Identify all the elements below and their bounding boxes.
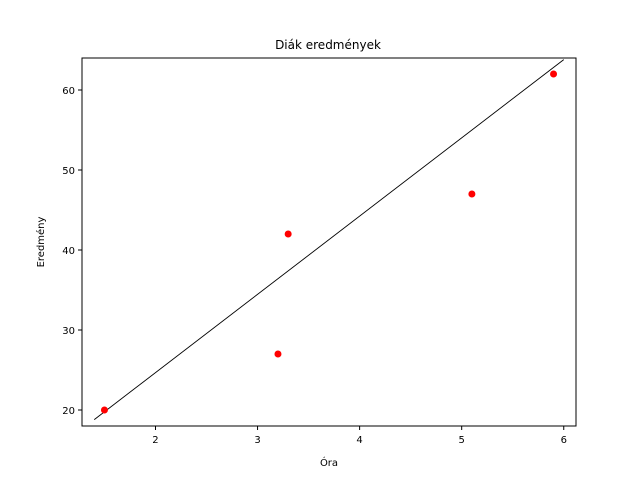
- y-tick-label: 30: [62, 326, 75, 337]
- y-axis-label: Eredmény: [35, 216, 47, 267]
- scatter-point: [274, 350, 282, 358]
- y-axis-ticks: 20 30 40 50 60: [62, 86, 82, 417]
- scatter-point: [100, 406, 108, 414]
- x-axis-ticks: 2 3 4 5 6: [152, 426, 567, 446]
- trend-line: [93, 59, 565, 420]
- x-tick-label: 2: [152, 435, 158, 446]
- y-tick-label: 50: [62, 166, 75, 177]
- x-tick-label: 6: [561, 435, 567, 446]
- y-tick-label: 40: [62, 246, 75, 257]
- y-tick-label: 60: [62, 86, 75, 97]
- chart-title: Diák eredmények: [275, 38, 381, 52]
- data-points: [100, 70, 558, 414]
- scatter-point: [550, 70, 558, 78]
- x-tick-label: 3: [254, 435, 260, 446]
- y-tick-label: 20: [62, 406, 75, 417]
- x-axis-label: Óra: [320, 456, 338, 469]
- x-tick-label: 4: [356, 435, 362, 446]
- scatter-point: [284, 230, 292, 238]
- plot-area: [81, 57, 577, 427]
- x-tick-label: 5: [458, 435, 464, 446]
- scatter-point: [468, 190, 476, 198]
